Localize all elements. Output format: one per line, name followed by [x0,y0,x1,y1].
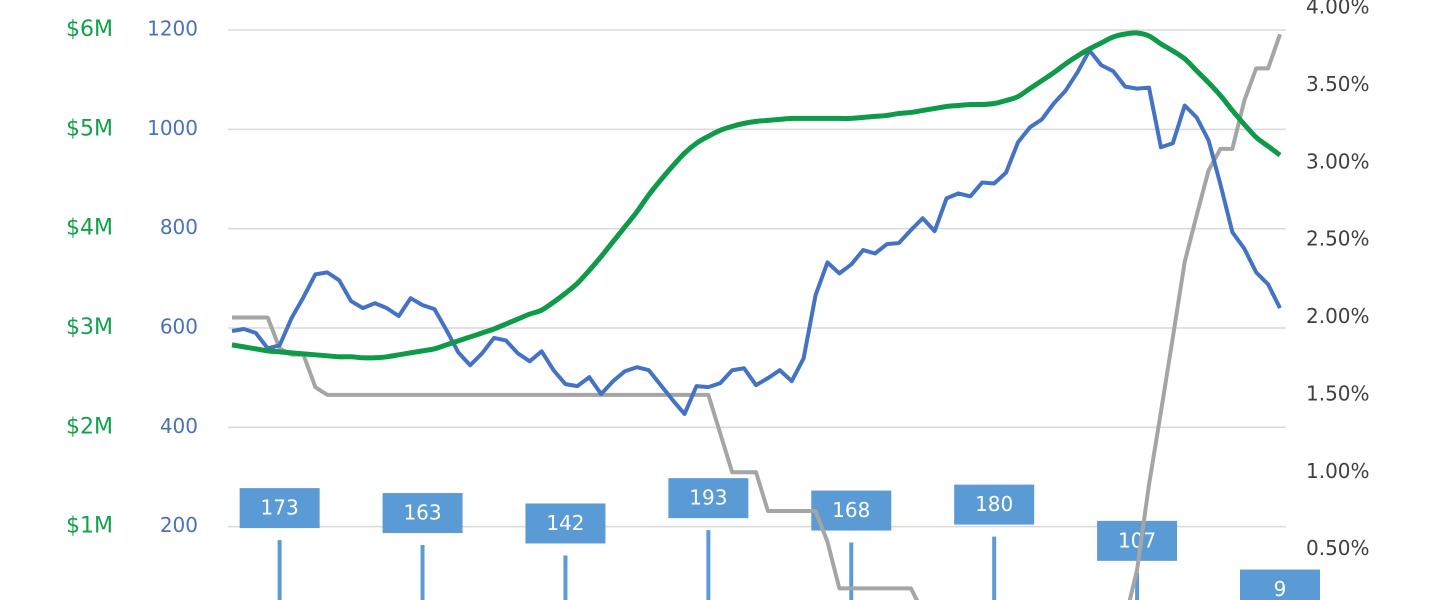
y3-tick-label: $3M [66,315,113,340]
y2-tick-label: 4.00% [1306,0,1370,19]
line [232,33,1282,600]
value-label-box [1240,569,1320,600]
y2-tick-label: 2.50% [1306,227,1370,251]
y3-tick-label: $4M [66,216,113,241]
y3-tick-label: $1M [66,514,113,539]
y-tick-label: 1000 [147,116,198,140]
value-label-box [811,490,892,531]
y3-tick-label: $5M [66,116,113,141]
y-tick-label: 400 [160,414,198,438]
y2-tick-label: 0.50% [1306,536,1370,560]
value-label: 180 [975,492,1013,516]
value-label: 9 [1274,577,1287,600]
value-label-box [239,488,320,529]
y2-tick-label: 1.00% [1306,459,1370,483]
y-tick-label: 200 [160,513,198,537]
line [231,48,1282,416]
value-label: 107 [1118,528,1156,552]
y-tick-label: 800 [160,215,198,239]
value-label-box [1097,520,1178,561]
value-label-box [954,484,1035,525]
y2-tick-label: 2.00% [1306,304,1370,328]
value-label-box [382,493,463,534]
value-label: 193 [689,486,727,510]
value-label: 168 [832,498,870,522]
y2-tick-label: 3.50% [1306,72,1370,96]
value-label: 163 [403,501,441,525]
value-label: 142 [546,511,584,535]
y-tick-label: 600 [160,315,198,339]
value-label: 173 [261,496,299,520]
line [231,30,1282,361]
value-label-box [668,478,749,519]
y3-tick-label: $6M [66,17,113,42]
y-tick-label: 1200 [147,17,198,41]
y3-tick-label: $2M [66,414,113,439]
value-label-box [525,503,606,544]
y2-tick-label: 3.00% [1306,149,1370,173]
y2-tick-label: 1.50% [1306,381,1370,405]
